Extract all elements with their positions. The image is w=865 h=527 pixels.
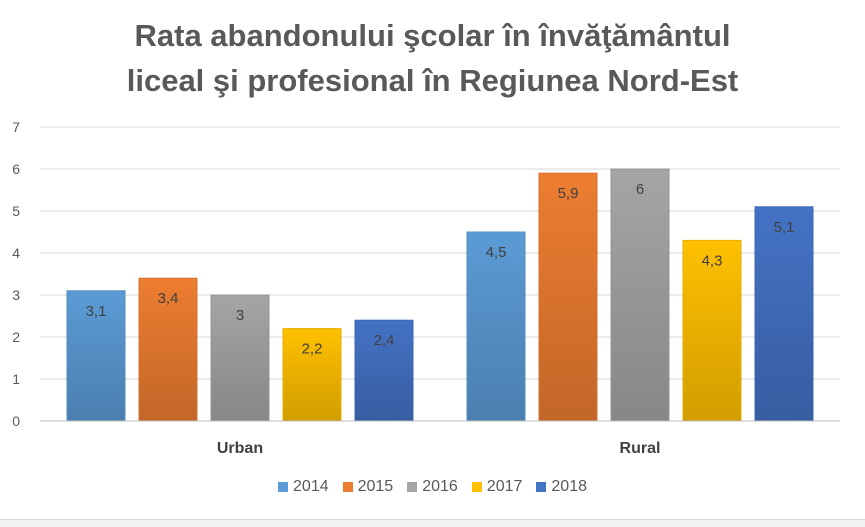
y-tick-label: 4 xyxy=(12,245,20,261)
bar-rural-2018 xyxy=(754,206,814,422)
data-label: 5,1 xyxy=(774,219,795,236)
data-label: 3,4 xyxy=(158,290,179,307)
axes: 0 1 2 3 4 5 6 7 Urban Rural xyxy=(12,119,840,457)
bar-rural-2017 xyxy=(682,239,742,422)
bar-rural-2016 xyxy=(610,168,670,422)
y-tick-label: 7 xyxy=(12,119,20,135)
bar-rural-2014 xyxy=(466,231,526,422)
legend-item-2018: 2018 xyxy=(536,478,587,496)
bars xyxy=(66,168,814,422)
data-label: 4,5 xyxy=(486,244,507,261)
legend-label: 2016 xyxy=(422,478,458,495)
y-tick-label: 6 xyxy=(12,161,20,177)
bar-urban-2016 xyxy=(210,294,270,422)
legend-item-2016: 2016 xyxy=(407,478,458,496)
x-category-label: Rural xyxy=(620,440,661,457)
bar-urban-2018 xyxy=(354,319,414,422)
data-label: 2,4 xyxy=(374,332,395,349)
data-labels: 3,1 3,4 3 2,2 2,4 4,5 5,9 6 4,3 5,1 xyxy=(86,181,795,358)
data-label: 4,3 xyxy=(702,252,723,269)
y-tick-label: 0 xyxy=(12,413,20,429)
data-label: 2,2 xyxy=(302,341,323,358)
legend-swatch xyxy=(536,482,547,492)
legend-label: 2014 xyxy=(293,478,329,495)
y-tick-label: 2 xyxy=(12,329,20,345)
y-tick-label: 1 xyxy=(12,371,20,387)
y-tick-label: 5 xyxy=(12,203,20,219)
legend-swatch xyxy=(342,482,353,492)
legend-swatch xyxy=(471,482,482,492)
bar-urban-2017 xyxy=(282,328,342,422)
legend-item-2015: 2015 xyxy=(342,478,394,496)
data-label: 6 xyxy=(636,181,644,198)
y-tick-label: 3 xyxy=(12,287,20,303)
legend-swatch xyxy=(278,482,289,492)
data-label: 3,1 xyxy=(86,303,107,320)
chart-title-line-1: Rata abandonului şcolar în învăţământul xyxy=(134,18,731,53)
legend-item-2014: 2014 xyxy=(278,478,329,496)
x-category-label: Urban xyxy=(217,440,263,457)
chart-title-line-2: liceal şi profesional în Regiunea Nord-E… xyxy=(126,63,739,98)
window-bottom-strip xyxy=(0,519,865,527)
bar-rural-2015 xyxy=(538,172,598,422)
data-label: 5,9 xyxy=(558,185,579,202)
bar-urban-2014 xyxy=(66,290,126,422)
data-label: 3 xyxy=(236,307,244,324)
legend-label: 2018 xyxy=(551,478,587,495)
legend: 2014 2015 2016 2017 2018 xyxy=(0,478,865,496)
legend-label: 2017 xyxy=(486,478,523,495)
bar-urban-2015 xyxy=(138,277,198,422)
legend-swatch xyxy=(407,482,418,492)
legend-label: 2015 xyxy=(357,478,394,495)
legend-item-2017: 2017 xyxy=(471,478,523,496)
